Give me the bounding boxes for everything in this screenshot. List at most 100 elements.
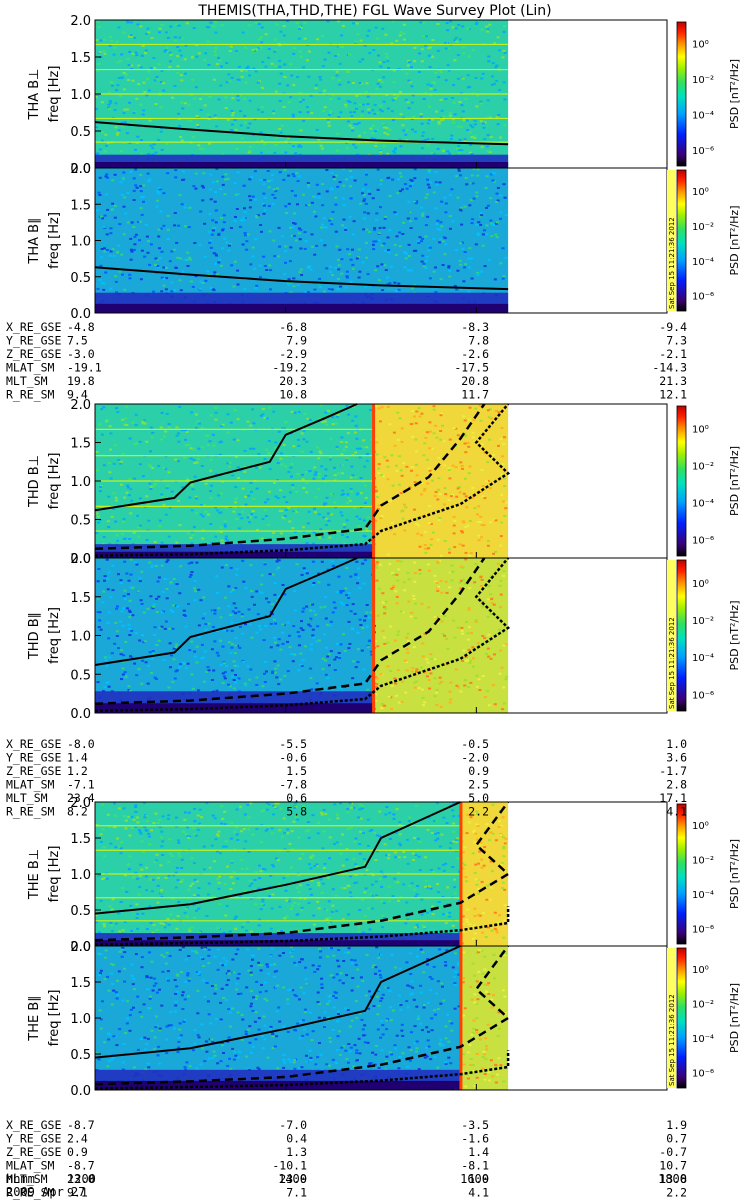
pixel — [404, 252, 408, 255]
pixel — [473, 119, 477, 122]
pixel — [126, 20, 130, 23]
pixel — [207, 669, 211, 672]
pixel — [320, 465, 324, 468]
pixel — [105, 144, 108, 147]
pixel — [248, 513, 252, 516]
pixel — [433, 574, 437, 577]
pixel — [398, 231, 402, 234]
pixel — [364, 285, 368, 288]
pixel — [357, 525, 361, 528]
pixel — [495, 931, 499, 934]
pixel — [477, 534, 481, 537]
pixel — [285, 212, 288, 214]
pixel — [299, 26, 303, 29]
pixel — [370, 829, 374, 831]
pixel — [302, 607, 306, 610]
pixel — [424, 44, 428, 47]
pixel — [421, 214, 425, 217]
pixel — [496, 187, 500, 189]
pixel — [375, 834, 379, 837]
pixel — [386, 283, 390, 286]
pixel — [406, 101, 410, 104]
pixel — [116, 605, 119, 608]
pixel — [361, 832, 365, 834]
pixel — [371, 1051, 375, 1054]
pixel — [394, 97, 398, 100]
pixel — [427, 569, 431, 572]
pixel — [311, 879, 314, 882]
pixel — [308, 625, 312, 628]
pixel — [168, 506, 172, 509]
y-tick-label: 1.5 — [70, 198, 91, 213]
pixel — [418, 415, 422, 418]
pixel — [142, 184, 146, 187]
pixel — [154, 264, 157, 266]
pixel — [151, 467, 155, 469]
pixel — [309, 648, 313, 651]
pixel — [139, 278, 143, 281]
pixel — [303, 1008, 307, 1011]
pixel — [427, 563, 430, 566]
pixel — [426, 963, 429, 966]
pixel — [471, 182, 475, 185]
pixel — [336, 258, 340, 261]
pixel — [480, 605, 484, 608]
pixel — [282, 106, 286, 108]
pixel — [289, 653, 293, 655]
pixel — [329, 266, 333, 268]
pixel — [119, 59, 122, 62]
pixel — [95, 914, 98, 917]
pixel — [445, 591, 449, 594]
pixel — [453, 39, 457, 42]
pixel — [448, 701, 452, 704]
pixel — [139, 863, 143, 866]
pixel — [500, 666, 504, 669]
pixel — [451, 97, 455, 99]
pixel — [481, 244, 485, 247]
pixel — [248, 521, 251, 524]
pixel — [174, 458, 178, 461]
pixel — [389, 670, 393, 673]
pixel — [385, 854, 388, 857]
pixel — [468, 131, 472, 134]
pixel — [250, 513, 254, 516]
low-freq-core — [95, 551, 374, 558]
pixel — [327, 664, 331, 667]
pixel — [378, 563, 382, 566]
pixel — [190, 640, 194, 643]
pixel — [260, 537, 264, 540]
pixel — [129, 34, 133, 36]
pixel — [399, 145, 403, 148]
pixel — [292, 84, 296, 87]
pixel — [456, 686, 460, 689]
pixel — [223, 525, 227, 528]
pixel — [125, 405, 129, 408]
pixel — [467, 554, 471, 557]
pixel — [405, 661, 408, 663]
pixel — [156, 580, 160, 583]
pixel — [313, 288, 317, 291]
pixel — [186, 265, 190, 267]
pixel — [420, 482, 424, 485]
pixel — [456, 77, 460, 80]
pixel — [439, 579, 443, 582]
pixel — [219, 264, 223, 267]
pixel — [101, 131, 105, 134]
pixel — [98, 176, 102, 179]
pixel — [157, 576, 161, 579]
pixel — [412, 249, 416, 252]
pixel — [234, 927, 238, 930]
pixel — [192, 27, 196, 30]
pixel — [157, 138, 161, 141]
pixel — [110, 924, 114, 927]
pixel — [403, 183, 407, 186]
pixel — [486, 598, 490, 601]
pixel — [170, 654, 174, 657]
pixel — [331, 1029, 335, 1031]
pixel — [368, 616, 371, 619]
pixel — [424, 879, 428, 882]
pixel — [131, 614, 135, 617]
pixel — [468, 520, 472, 522]
pixel — [434, 71, 438, 74]
pixel — [122, 31, 126, 34]
